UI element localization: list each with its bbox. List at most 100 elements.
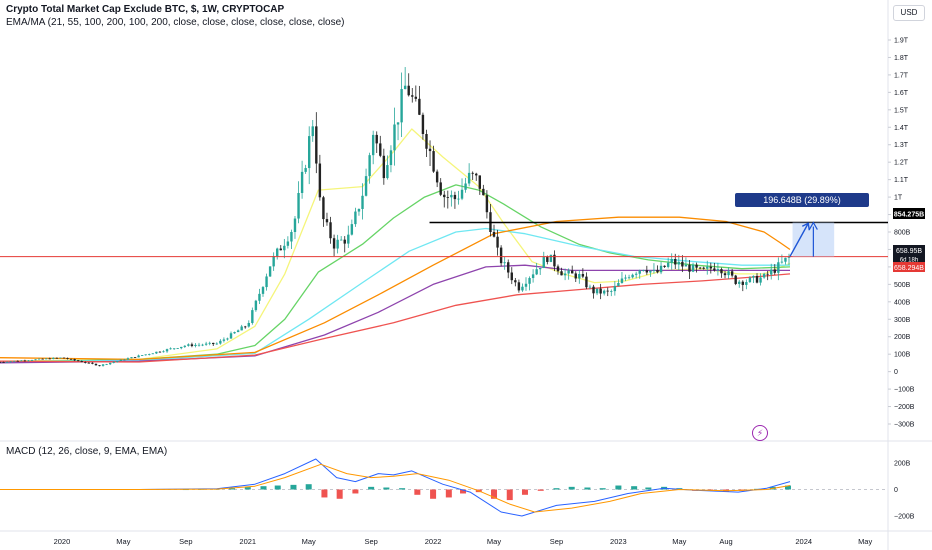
y-tick-label: −300B [894, 422, 915, 429]
candle-body [620, 278, 624, 283]
candle-body [524, 283, 528, 287]
candle-body [645, 270, 649, 273]
candle-body [190, 344, 194, 347]
candle-body [471, 172, 474, 174]
macd-tick-label: 200B [894, 461, 911, 468]
currency-button[interactable]: USD [893, 5, 925, 21]
candle-body [777, 262, 780, 273]
candle-body [528, 278, 531, 284]
macd-histogram-bar [568, 486, 575, 490]
signal-line [0, 463, 791, 513]
price-axis[interactable]: 1.9T1.8T1.7T1.6T1.5T1.4T1.3T1.2T1.1T1T90… [888, 38, 915, 521]
y-tick-label: 1.2T [894, 160, 909, 167]
candle-body [268, 266, 272, 277]
candle-body [162, 351, 165, 353]
candle-body [649, 270, 652, 273]
candle-body [87, 362, 91, 364]
macd-histogram-bar [537, 489, 544, 491]
candle-body [80, 361, 83, 363]
candle-body [581, 274, 585, 277]
candle-body [251, 310, 254, 323]
lightning-icon[interactable]: ⚡ [752, 425, 768, 441]
candle-body [713, 268, 716, 271]
candle-body [354, 211, 357, 225]
macd-histogram-bar [352, 489, 359, 494]
candle-body [432, 151, 435, 172]
moving-average-lines [0, 128, 791, 364]
candle-body [126, 358, 130, 360]
candle-body [435, 171, 439, 183]
y-tick-label: 1.3T [894, 142, 909, 149]
price-candles [0, 67, 791, 367]
candle-body [172, 348, 176, 350]
symbol-title[interactable]: Crypto Total Market Cap Exclude BTC, $, … [6, 4, 285, 15]
chart-annotations[interactable] [0, 221, 888, 258]
candle-body [478, 175, 481, 189]
candle-body [233, 332, 236, 334]
macd-histogram-bar [506, 489, 513, 501]
x-tick-label: 2022 [425, 537, 442, 546]
candle-body [510, 272, 513, 281]
candle-body [464, 183, 467, 190]
candle-body [84, 362, 87, 363]
candle-body [400, 89, 403, 123]
candle-body [691, 264, 695, 272]
candle-body [13, 360, 16, 362]
candle-body [140, 355, 144, 356]
y-tick-label: 1.9T [894, 38, 909, 45]
candle-body [755, 275, 759, 283]
candle-body [428, 148, 432, 152]
candle-body [247, 322, 250, 327]
candle-body [382, 155, 386, 179]
y-tick-label: −200B [894, 404, 915, 411]
candle-body [396, 122, 400, 125]
candle-body [329, 222, 332, 239]
macd-histogram-bar [584, 487, 591, 490]
candle-body [485, 195, 489, 213]
candle-body [133, 357, 137, 358]
ema-price-tag: 658.294B [894, 265, 924, 272]
candle-body [357, 208, 361, 212]
indicator-line-ma-200 [0, 273, 791, 363]
macd-histogram-bar [414, 489, 421, 495]
candle-body [716, 269, 720, 271]
candle-body [371, 134, 375, 156]
candle-body [748, 277, 752, 283]
candle-body [588, 286, 592, 288]
candle-body [130, 357, 133, 359]
candle-body [308, 136, 311, 169]
candle-body [752, 275, 755, 278]
candle-body [364, 176, 368, 196]
candle-body [2, 362, 5, 363]
candle-body [318, 163, 322, 198]
y-tick-label: 1.8T [894, 55, 909, 62]
ema-ma-legend[interactable]: EMA/MA (21, 55, 100, 200, 100, 200, clos… [6, 17, 345, 28]
candle-body [62, 357, 66, 359]
time-axis[interactable]: 2020 May Sep 2021 May Sep 2022 May Sep 2023 May Aug… [54, 537, 873, 546]
candle-body [482, 188, 485, 196]
x-tick-label: Sep [364, 537, 377, 546]
candle-body [137, 355, 140, 358]
macd-tick-label: 0 [894, 487, 898, 494]
macd-histogram-bar [631, 486, 638, 490]
candle-body [503, 262, 506, 264]
candle-body [123, 359, 126, 361]
candle-body [741, 281, 744, 285]
candle-body [414, 96, 418, 99]
candle-body [514, 280, 517, 283]
macd-histogram-bar [430, 489, 437, 499]
candle-body [155, 351, 158, 354]
candle-body [66, 358, 69, 359]
macd-histogram-bar [368, 486, 375, 490]
price-tags: 854.275B 658.95B 6d 18h 658.294B [893, 208, 925, 272]
candle-body [453, 194, 457, 200]
level-price-tag: 854.275B [894, 212, 924, 219]
x-tick-label: May [487, 537, 501, 546]
candle-body [219, 340, 222, 344]
macd-legend[interactable]: MACD (12, 26, close, 9, EMA, EMA) [6, 446, 168, 457]
y-tick-label: 1.7T [894, 72, 909, 79]
candle-body [258, 293, 261, 301]
y-tick-label: 500B [894, 282, 911, 289]
